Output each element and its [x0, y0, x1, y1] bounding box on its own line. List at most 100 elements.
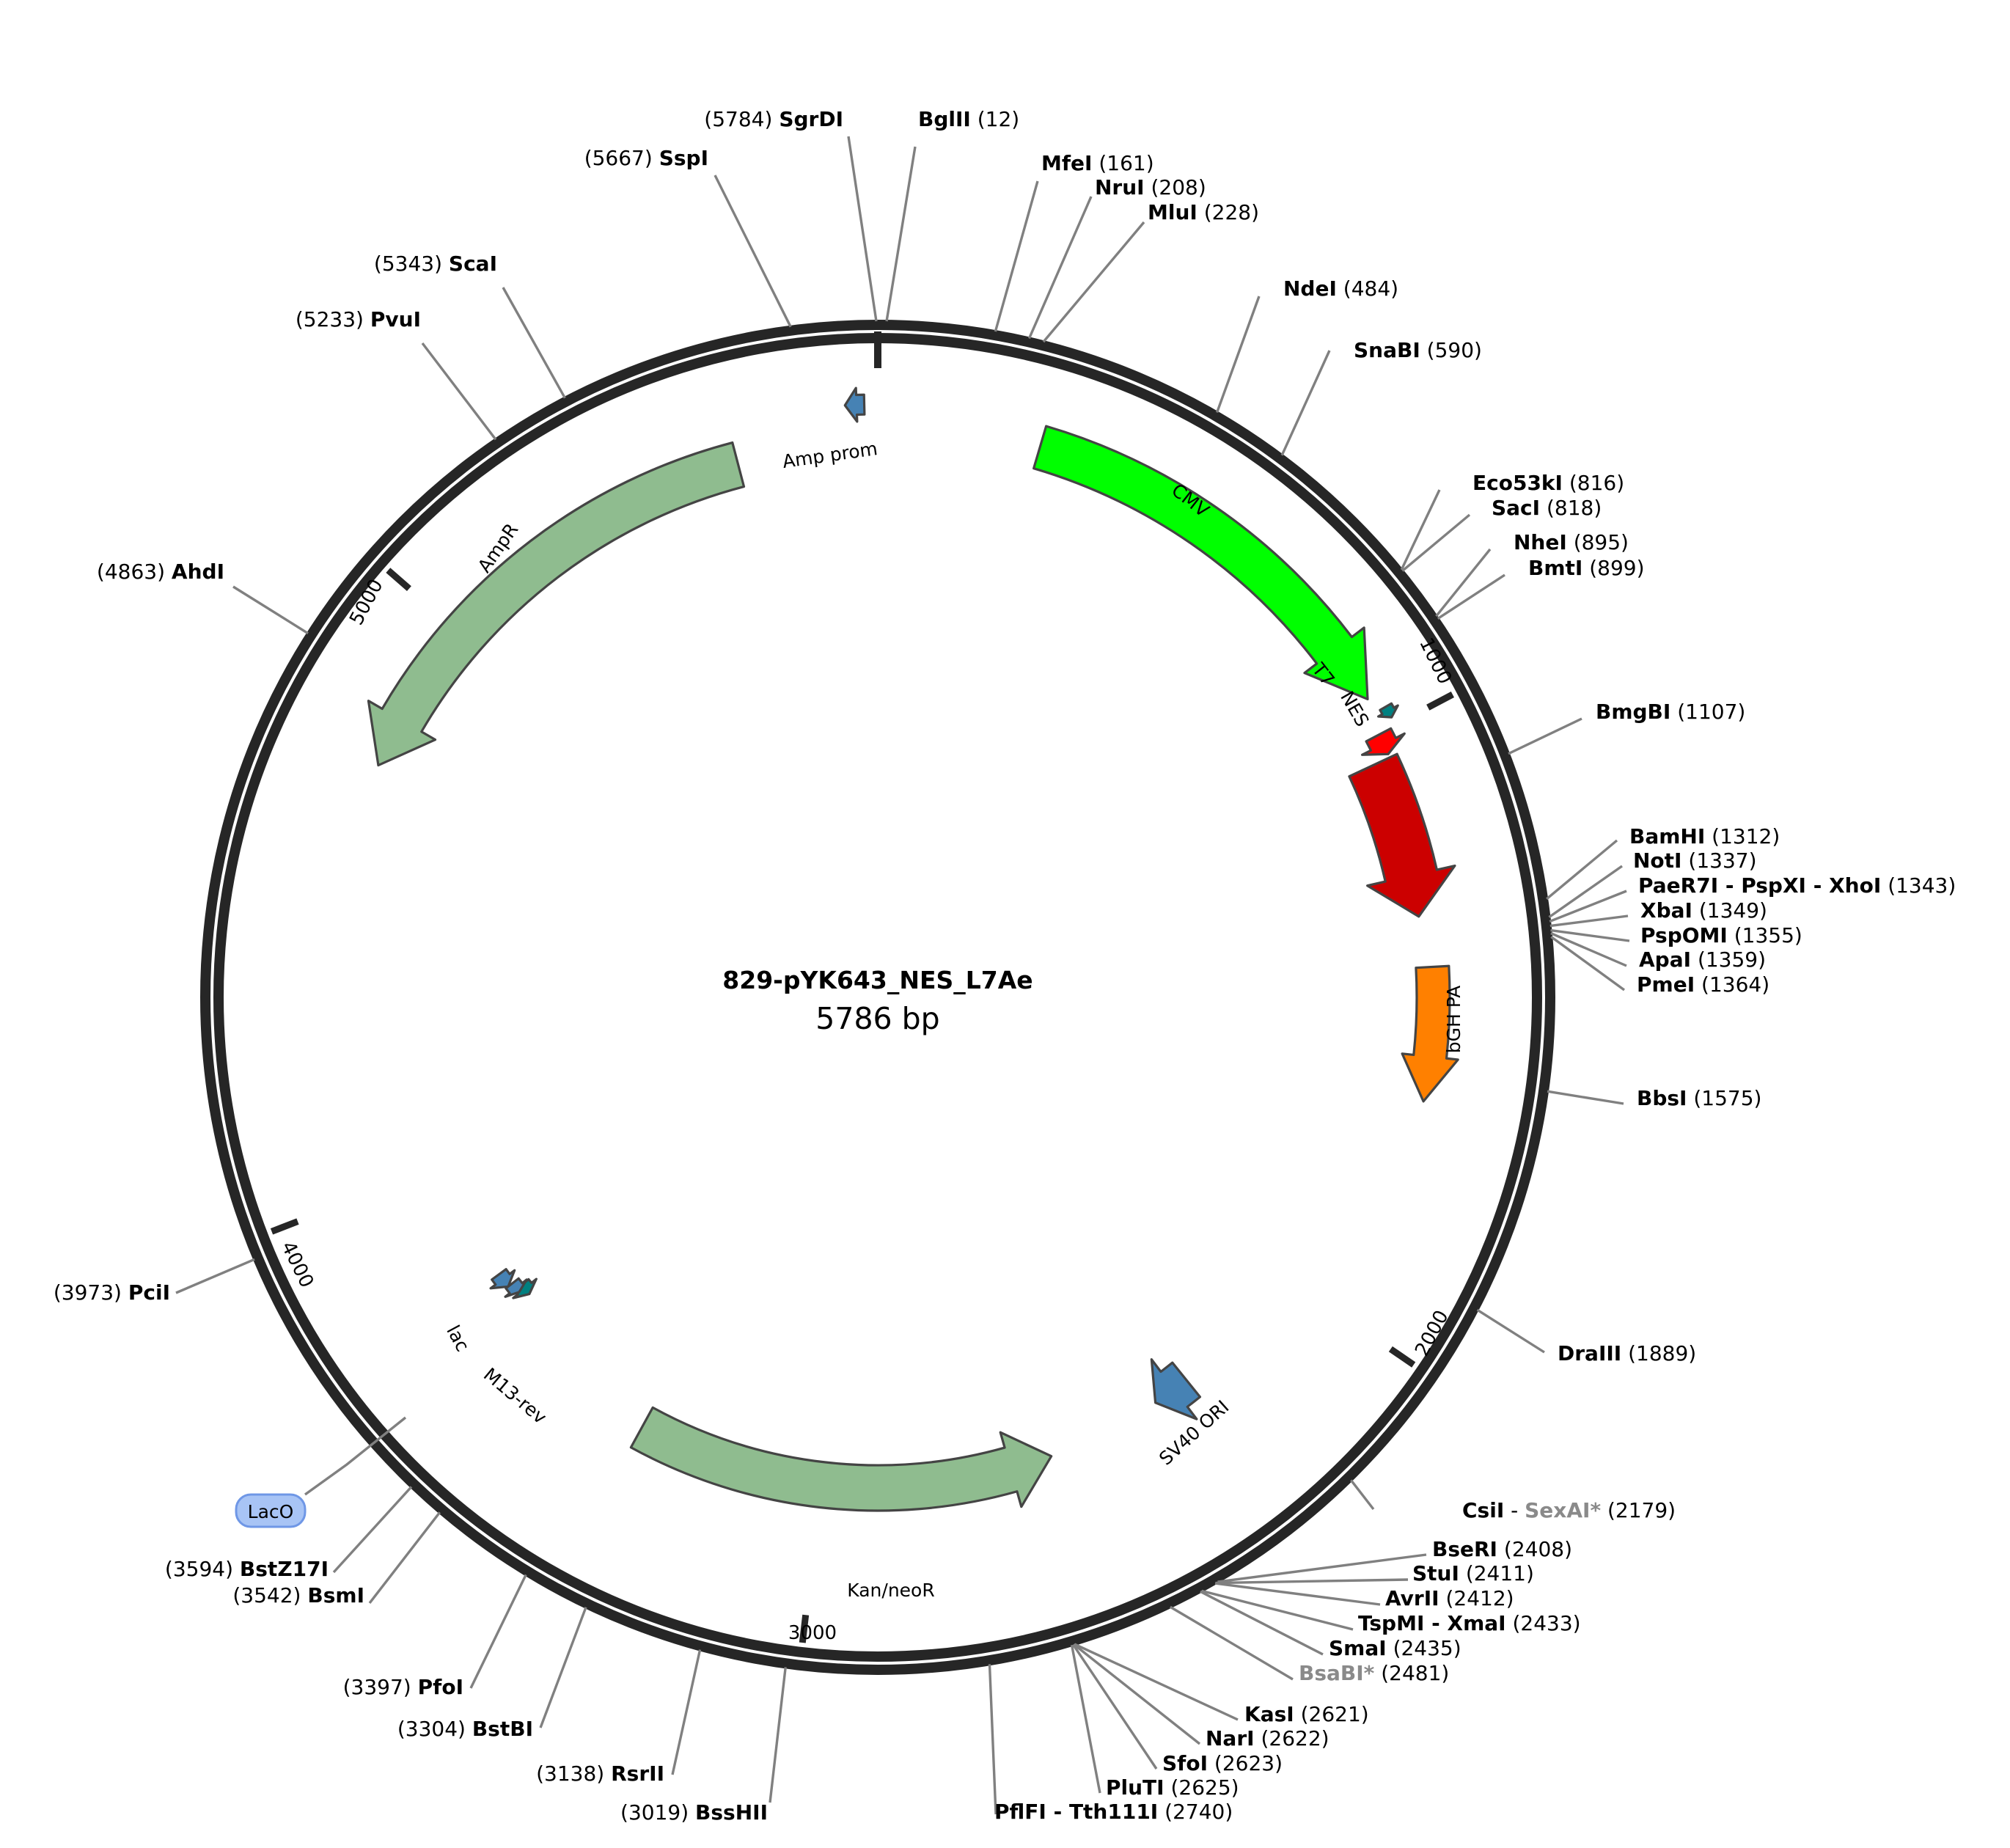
site-name: BmgBI [1596, 700, 1670, 724]
site-label: BmgBI (1107) [1596, 700, 1745, 724]
site-name: AvrII [1385, 1586, 1439, 1610]
site-name: PmeI [1637, 972, 1695, 997]
lacz-alpha-mark [504, 1277, 528, 1298]
site-name: BsaBI* [1299, 1661, 1375, 1685]
site-label: (5343) ScaI [374, 252, 497, 276]
site-gap [1420, 338, 1427, 362]
site-gap [1563, 471, 1569, 495]
site-name: PvuI [370, 307, 421, 331]
site-leader-lines [175, 136, 1630, 1815]
site-label: BglII (12) [918, 107, 1019, 131]
site-name: PfoI [418, 1675, 463, 1699]
site-position: (3973) [54, 1280, 122, 1305]
site-name: BbsI [1637, 1086, 1687, 1110]
site-label: BmtI (899) [1528, 556, 1645, 580]
site-position: (2411) [1466, 1561, 1534, 1585]
site-leader-line [1550, 928, 1630, 942]
site-label: PspOMI (1355) [1640, 923, 1802, 947]
bgh-pa-label: bGH PA [1443, 986, 1464, 1054]
site-label: (3542) BsmI [232, 1583, 364, 1607]
site-name: AhdI [172, 560, 224, 584]
site-label: PaeR7I - PspXI - XhoI (1343) [1638, 873, 1956, 898]
site-leader-line [368, 1511, 441, 1605]
site-name: RsrII [611, 1761, 664, 1786]
kan-neor-label: Kan/neoR [847, 1580, 934, 1601]
site-position: (899) [1589, 556, 1644, 580]
plasmid-length: 5786 bp [815, 1001, 939, 1036]
ruler-tick-label: 3000 [788, 1622, 837, 1644]
site-name: BssHII [695, 1800, 768, 1825]
site-label: (5784) SgrDI [704, 107, 843, 131]
site-name: PciI [128, 1280, 170, 1305]
site-position: (1107) [1677, 700, 1745, 724]
site-label: PflFI - Tth111I (2740) [994, 1800, 1233, 1824]
site-label: DraIII (1889) [1558, 1341, 1696, 1365]
site-leader-line [1508, 717, 1582, 755]
site-label: StuI (2411) [1412, 1561, 1534, 1585]
site-name: NheI [1514, 530, 1567, 554]
site-leader-line [1073, 1643, 1201, 1745]
site-label: NdeI (484) [1283, 276, 1398, 301]
plasmid-name: 829-pYK643_NES_L7Ae [722, 966, 1032, 994]
site-gap [233, 1557, 240, 1581]
site-name: KasI [1244, 1702, 1294, 1726]
site-gap [1294, 1702, 1301, 1726]
site-position: (484) [1343, 276, 1398, 301]
site-leader-line [1550, 936, 1625, 991]
site-label: PluTI (2625) [1106, 1775, 1239, 1800]
site-gap [1506, 1611, 1513, 1635]
site-name: NotI [1633, 848, 1681, 873]
laco-label: LacO [248, 1501, 294, 1522]
site-leader-line [847, 136, 878, 322]
site-leader-line [1548, 865, 1623, 919]
site-leader-line [1401, 513, 1471, 572]
site-gap [971, 107, 978, 131]
ruler-tick-4000 [270, 1218, 299, 1235]
site-position: (208) [1151, 175, 1206, 199]
site-leader-line [671, 1649, 702, 1775]
site-name: DraIII [1558, 1341, 1621, 1365]
site-label: (4863) AhdI [97, 560, 224, 584]
site-name: BmtI [1528, 556, 1582, 580]
site-gap [301, 1583, 307, 1607]
site-gap [1092, 151, 1098, 175]
lac-label: lac [442, 1321, 474, 1354]
site-name: TspMI - XmaI [1358, 1611, 1506, 1635]
site-label: NotI (1337) [1633, 848, 1757, 873]
site-label: SfoI (2623) [1162, 1751, 1283, 1775]
site-label: BsaBI* (2481) [1299, 1661, 1449, 1685]
site-position: (2740) [1164, 1800, 1233, 1824]
site-name: SnaBI [1354, 338, 1420, 362]
site-leader-line [1042, 221, 1145, 343]
site-position: (895) [1574, 530, 1629, 554]
site-position: (2621) [1301, 1702, 1369, 1726]
site-position: (3304) [397, 1717, 466, 1741]
site-name: PspOMI [1640, 923, 1728, 947]
site-gap [1621, 1341, 1628, 1365]
site-name: Eco53kI [1472, 471, 1563, 495]
ruler-tick-5000 [386, 568, 411, 591]
site-leader-line [1476, 1308, 1545, 1354]
site-label: CsiI - SexAI* (2179) [1462, 1498, 1676, 1522]
site-label: (3594) BstZ17I [165, 1557, 329, 1581]
site-name: SfoI [1162, 1751, 1208, 1775]
site-gap [689, 1800, 695, 1825]
site-position: (816) [1569, 471, 1624, 495]
site-label: ApaI (1359) [1639, 947, 1766, 972]
site-separator: - [1504, 1498, 1525, 1522]
site-gap [1337, 276, 1343, 301]
site-leader-line [1217, 1553, 1427, 1583]
site-gap [1497, 1537, 1504, 1561]
site-gap [1439, 1586, 1446, 1610]
site-leader-line [1074, 1643, 1239, 1721]
site-leader-line [1027, 196, 1093, 340]
site-label: (3138) RsrII [536, 1761, 664, 1786]
site-gap [1601, 1498, 1607, 1522]
site-gap [1670, 700, 1677, 724]
site-gap [1164, 1775, 1171, 1800]
site-label: SacI (818) [1492, 496, 1602, 520]
site-leader-line [714, 175, 792, 328]
site-leader-line [994, 180, 1039, 332]
ruler-tick-1000 [1426, 692, 1454, 711]
site-name: PaeR7I - PspXI - XhoI [1638, 873, 1881, 898]
